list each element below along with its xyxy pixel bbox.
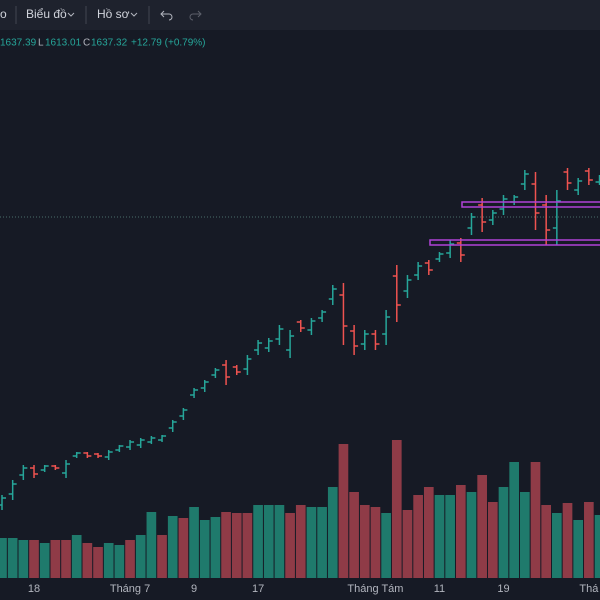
volume-bar <box>157 535 167 578</box>
volume-bar <box>71 535 82 578</box>
volume-bar <box>0 538 7 578</box>
volume-bar <box>39 543 50 578</box>
volume-bar <box>509 462 519 578</box>
chart-menu[interactable]: Biểu đồ <box>26 7 67 21</box>
x-tick-label: Tháng 7 <box>110 583 150 595</box>
volume-bar <box>146 512 157 578</box>
volume-bar <box>530 462 541 578</box>
redo-button[interactable] <box>189 10 202 21</box>
volume-bar <box>242 513 253 578</box>
volume-bar <box>402 510 413 578</box>
volume-bar <box>541 505 552 578</box>
volume-bar <box>125 540 135 578</box>
volume-bar <box>338 444 349 578</box>
drawing-rectangle[interactable] <box>429 239 600 246</box>
volume-bar <box>466 492 477 578</box>
volume-bar <box>477 475 487 578</box>
volume-bar <box>359 505 370 578</box>
volume-bar <box>50 540 61 578</box>
volume-bar <box>274 505 285 578</box>
volume-bar <box>445 495 455 578</box>
volume-bar <box>349 492 359 578</box>
toolbar <box>0 0 600 30</box>
volume-bar <box>594 515 600 578</box>
legend-low: 1613.01 <box>45 38 82 49</box>
volume-bar <box>562 503 573 578</box>
volume-bar <box>295 505 306 578</box>
undo-button[interactable] <box>160 10 173 21</box>
legend-change: +12.79 (+0.79%) <box>131 38 206 49</box>
legend-key: L <box>38 38 44 49</box>
volume-bar <box>253 505 263 578</box>
volume-bar <box>61 540 71 578</box>
volume-bar <box>487 502 498 578</box>
toolbar-item[interactable]: o <box>0 7 7 21</box>
volume-bar <box>327 487 338 578</box>
volume-bar <box>498 487 509 578</box>
x-tick-label: 18 <box>28 583 40 595</box>
volume-bar <box>370 507 381 578</box>
volume-bar <box>413 495 423 578</box>
volume-bar <box>103 543 114 578</box>
volume-bar <box>455 485 466 578</box>
volume-bar <box>434 495 445 578</box>
volume-bar <box>573 520 584 578</box>
volume-bar <box>263 505 274 578</box>
volume-bar <box>135 535 146 578</box>
legend-close: 1637.32 <box>91 38 128 49</box>
x-tick-label: 11 <box>434 583 445 595</box>
volume-bar <box>210 517 221 578</box>
volume-bar <box>189 507 199 578</box>
volume-bar <box>18 540 29 578</box>
volume-bar <box>381 513 391 578</box>
legend-high: 1637.39 <box>0 38 37 49</box>
volume-bar <box>199 520 210 578</box>
volume-bar <box>221 512 231 578</box>
volume-bar <box>93 547 103 578</box>
profile-menu[interactable]: Hồ sơ <box>97 7 130 21</box>
volume-bar <box>82 543 93 578</box>
volume-bar <box>584 502 594 578</box>
volume-bar <box>178 518 189 578</box>
volume-bar <box>7 538 18 578</box>
volume-bar <box>285 513 295 578</box>
volume-bar <box>391 440 402 578</box>
volume-bar <box>317 507 327 578</box>
legend-key: C <box>83 38 90 49</box>
chevron <box>130 12 138 17</box>
volume-bar <box>167 516 178 578</box>
x-tick-label: 19 <box>497 583 509 595</box>
x-tick-label: Thá <box>579 583 599 595</box>
volume-bar <box>306 507 317 578</box>
chevron <box>67 12 75 17</box>
drawing-rectangle[interactable] <box>461 201 600 208</box>
volume-bar <box>519 492 530 578</box>
x-tick-label: 17 <box>252 583 264 595</box>
x-tick-label: Tháng Tám <box>347 583 403 595</box>
volume-bar <box>231 513 242 578</box>
volume-bar <box>423 487 434 578</box>
volume-bar <box>552 513 562 578</box>
volume-bar <box>29 540 39 578</box>
x-tick-label: 9 <box>191 583 197 595</box>
volume-bar <box>114 545 125 578</box>
